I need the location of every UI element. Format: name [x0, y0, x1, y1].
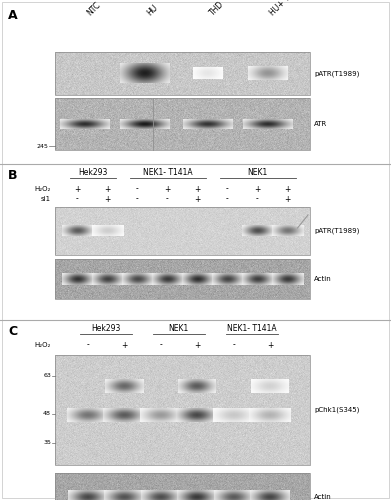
Text: H₂O₂: H₂O₂	[35, 342, 51, 348]
Text: Hek293: Hek293	[78, 168, 107, 177]
Text: +: +	[121, 340, 127, 349]
Text: NEK1: NEK1	[169, 324, 189, 333]
Text: -: -	[136, 184, 139, 194]
Text: NEK1: NEK1	[248, 168, 267, 177]
Text: +: +	[254, 184, 261, 194]
Text: 245: 245	[36, 144, 48, 148]
Text: +: +	[194, 340, 200, 349]
Bar	[55, 355, 310, 465]
Text: pATR(T1989): pATR(T1989)	[314, 70, 359, 76]
Bar	[55, 207, 310, 255]
Text: pChk1(S345): pChk1(S345)	[314, 407, 359, 413]
Text: Actin: Actin	[314, 494, 332, 500]
Text: HU: HU	[145, 2, 159, 17]
Text: -: -	[159, 340, 162, 349]
Text: 48: 48	[43, 411, 51, 416]
Text: -: -	[256, 194, 259, 203]
Text: +: +	[284, 184, 291, 194]
Bar	[55, 259, 310, 299]
Text: +: +	[104, 194, 111, 203]
Text: A: A	[8, 9, 18, 22]
Text: 63: 63	[43, 374, 51, 378]
Text: +: +	[194, 194, 201, 203]
Text: Hek293: Hek293	[91, 324, 121, 333]
Text: +: +	[164, 184, 171, 194]
Text: +: +	[194, 184, 201, 194]
Text: pATR(T1989): pATR(T1989)	[314, 228, 359, 234]
Text: +: +	[284, 194, 291, 203]
Text: -: -	[166, 194, 169, 203]
Text: NEK1- T141A: NEK1- T141A	[227, 324, 276, 333]
Text: Actin: Actin	[314, 276, 332, 282]
Text: -: -	[76, 194, 79, 203]
Text: -: -	[226, 194, 229, 203]
Text: NEK1- T141A: NEK1- T141A	[143, 168, 192, 177]
Bar	[55, 52, 310, 95]
Text: -: -	[226, 184, 229, 194]
Text: +: +	[74, 184, 81, 194]
Text: +: +	[104, 184, 111, 194]
Text: C: C	[8, 325, 17, 338]
Text: NTC: NTC	[85, 0, 102, 17]
Text: ATR: ATR	[314, 121, 327, 127]
Text: HU+ THD: HU+ THD	[268, 0, 300, 17]
Text: H₂O₂: H₂O₂	[35, 186, 51, 192]
Text: THD: THD	[208, 0, 226, 17]
Bar	[55, 473, 310, 500]
Text: 35: 35	[43, 440, 51, 446]
Text: si1: si1	[41, 196, 51, 202]
Bar	[55, 98, 310, 150]
Text: -: -	[136, 194, 139, 203]
Text: -: -	[232, 340, 235, 349]
Text: +: +	[267, 340, 273, 349]
Text: B: B	[8, 169, 18, 182]
Text: -: -	[86, 340, 89, 349]
